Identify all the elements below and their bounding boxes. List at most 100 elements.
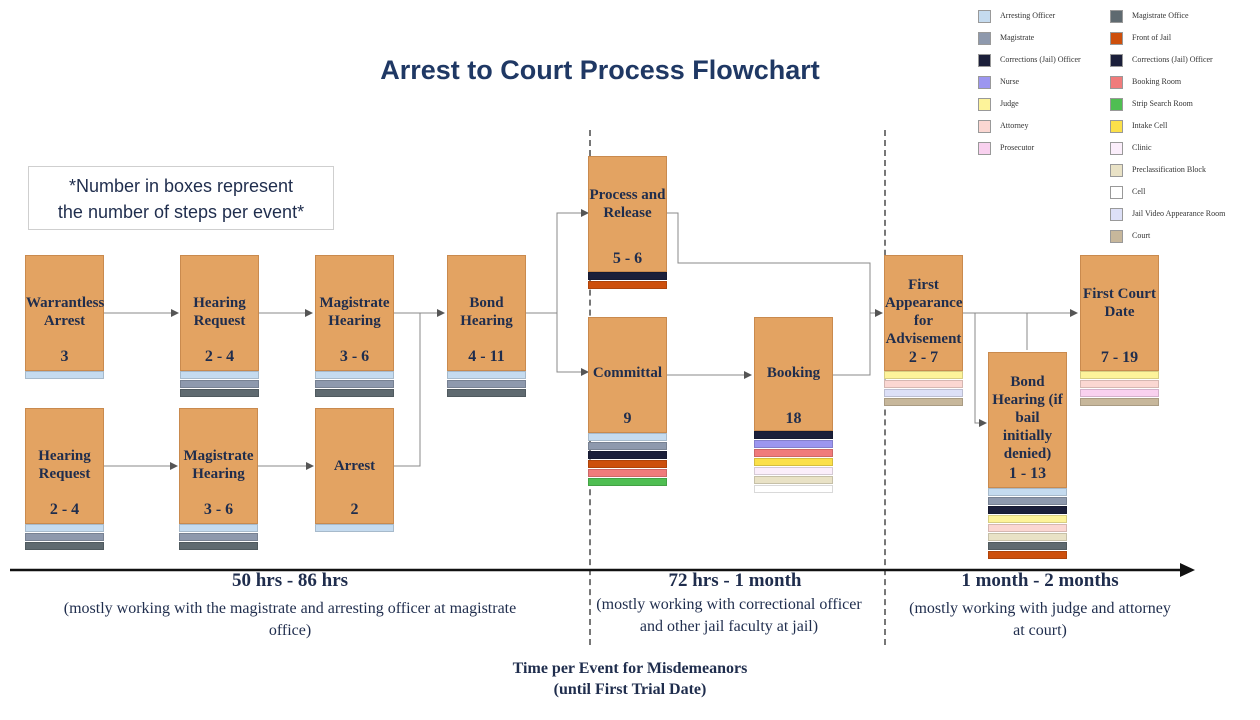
legend-label: Magistrate Office [1132,11,1189,20]
box-label: Warrantless Arrest [26,295,105,329]
arrow-bond-to-release [526,209,589,314]
strip-attorney [988,524,1067,532]
legend-label: Strip Search Room [1132,99,1193,108]
box-steps: 2 - 4 [49,501,80,518]
strip-magistrate-office [179,542,258,550]
legend-swatch [1110,142,1123,155]
strip-arresting-officer [315,524,394,532]
strip-magistrate-office [180,389,259,397]
phase-label-jail: 72 hrs - 1 month [668,570,802,591]
box-first-appearance: First Appearance for Advisement 2 - 7 [884,255,963,371]
strip-arresting-officer [988,488,1067,496]
strip-arresting-officer [25,524,104,532]
strip-nurse [754,440,833,448]
strip-magistrate-office [447,389,526,397]
footer-title: Time per Event for Misdemeanors (until F… [440,658,820,700]
box-steps: 3 - 6 [203,501,234,518]
strip-attorney [884,380,963,388]
strip-jail-video-room [884,389,963,397]
strip-magistrate [180,380,259,388]
box-warrantless-arrest: Warrantless Arrest 3 [25,255,104,371]
legend-label: Magistrate [1000,33,1035,42]
legend-label: Booking Room [1132,77,1182,86]
legend-label: Judge [1000,99,1019,108]
legend-swatch [1110,76,1123,89]
legend-label: Corrections (Jail) Officer [1132,55,1213,64]
box-label: Process and Release [589,187,666,221]
steps-note-line-2: the number of steps per event* [57,202,305,222]
phase-desc-magistrate: (mostly working with the magistrate and … [63,600,517,639]
legend-swatch [1110,208,1123,221]
strip-magistrate [988,497,1067,505]
arrow-bond-to-committal [556,313,589,376]
box-hearing-request: Hearing Request 2 - 4 [180,255,259,371]
box-label: Hearing Request [38,448,91,482]
legend-swatch [978,142,991,155]
box-committal: Committal 9 [588,317,667,433]
strip-preclassification-block [754,476,833,484]
strip-strip-search-room [588,478,667,486]
box-steps: 2 - 7 [908,349,939,366]
strip-front-of-jail [588,460,667,468]
strip-judge [988,515,1067,523]
phase-desc-court: (mostly working with judge and attorney … [909,600,1171,639]
strip-arresting-officer [588,433,667,441]
strip-arresting-officer [315,371,394,379]
strip-magistrate-office [315,389,394,397]
strip-magistrate [447,380,526,388]
box-label: Booking [766,365,821,381]
legend-label: Front of Jail [1132,33,1172,42]
strip-corrections-officer [588,272,667,280]
page-title: Arrest to Court Process Flowchart [380,55,820,85]
strip-prosecutor [1080,389,1159,397]
strip-magistrate-office [988,542,1067,550]
box-steps: 3 - 6 [339,348,370,365]
box-label: Hearing Request [193,295,246,329]
strip-magistrate [179,533,258,541]
legend-swatch [1110,98,1123,111]
legend-swatch [978,32,991,45]
box-steps: 5 - 6 [612,250,643,267]
box-label: Magistrate Hearing [183,448,254,482]
timeline-axis [10,563,1195,577]
legend-label: Corrections (Jail) Officer [1000,55,1081,64]
legend-label: Nurse [1000,77,1020,86]
box-hearing-request-2: Hearing Request 2 - 4 [25,408,104,524]
box-steps: 18 [785,410,802,427]
legend-swatch [978,10,991,23]
legend-label: Intake Cell [1132,121,1168,130]
strip-magistrate [588,442,667,450]
box-steps: 2 - 4 [204,348,235,365]
box-label: Magistrate Hearing [319,295,390,329]
box-process-release: Process and Release 5 - 6 [588,156,667,272]
strip-magistrate [25,533,104,541]
strip-cell [754,485,833,493]
legend-swatch [1110,164,1123,177]
legend-swatch [1110,230,1123,243]
box-label: Bond Hearing (if bail initially denied) [992,374,1063,462]
strip-magistrate-office [25,542,104,550]
strip-judge [1080,371,1159,379]
box-steps: 3 [60,348,69,365]
box-steps: 1 - 13 [1008,465,1047,482]
steps-note: *Number in boxes represent the number of… [28,166,334,230]
steps-note-line-1: *Number in boxes represent [68,176,294,196]
footer-line-2: (until First Trial Date) [553,681,707,698]
box-bond-hearing: Bond Hearing 4 - 11 [447,255,526,371]
box-arrest: Arrest 2 [315,408,394,524]
legend-label: Preclassification Block [1132,165,1206,174]
strip-corrections-officer [988,506,1067,514]
box-magistrate-hearing-2: Magistrate Hearing 3 - 6 [179,408,258,524]
legend-label: Prosecutor [1000,143,1035,152]
box-label: Committal [592,365,663,381]
strip-clinic [754,467,833,475]
legend-swatch [978,54,991,67]
box-magistrate-hearing: Magistrate Hearing 3 - 6 [315,255,394,371]
legend-swatch [1110,10,1123,23]
strip-magistrate [315,380,394,388]
strip-court [884,398,963,406]
box-steps: 2 [350,501,359,518]
legend-label: Attorney [1000,121,1029,130]
box-label: Arrest [333,458,376,474]
